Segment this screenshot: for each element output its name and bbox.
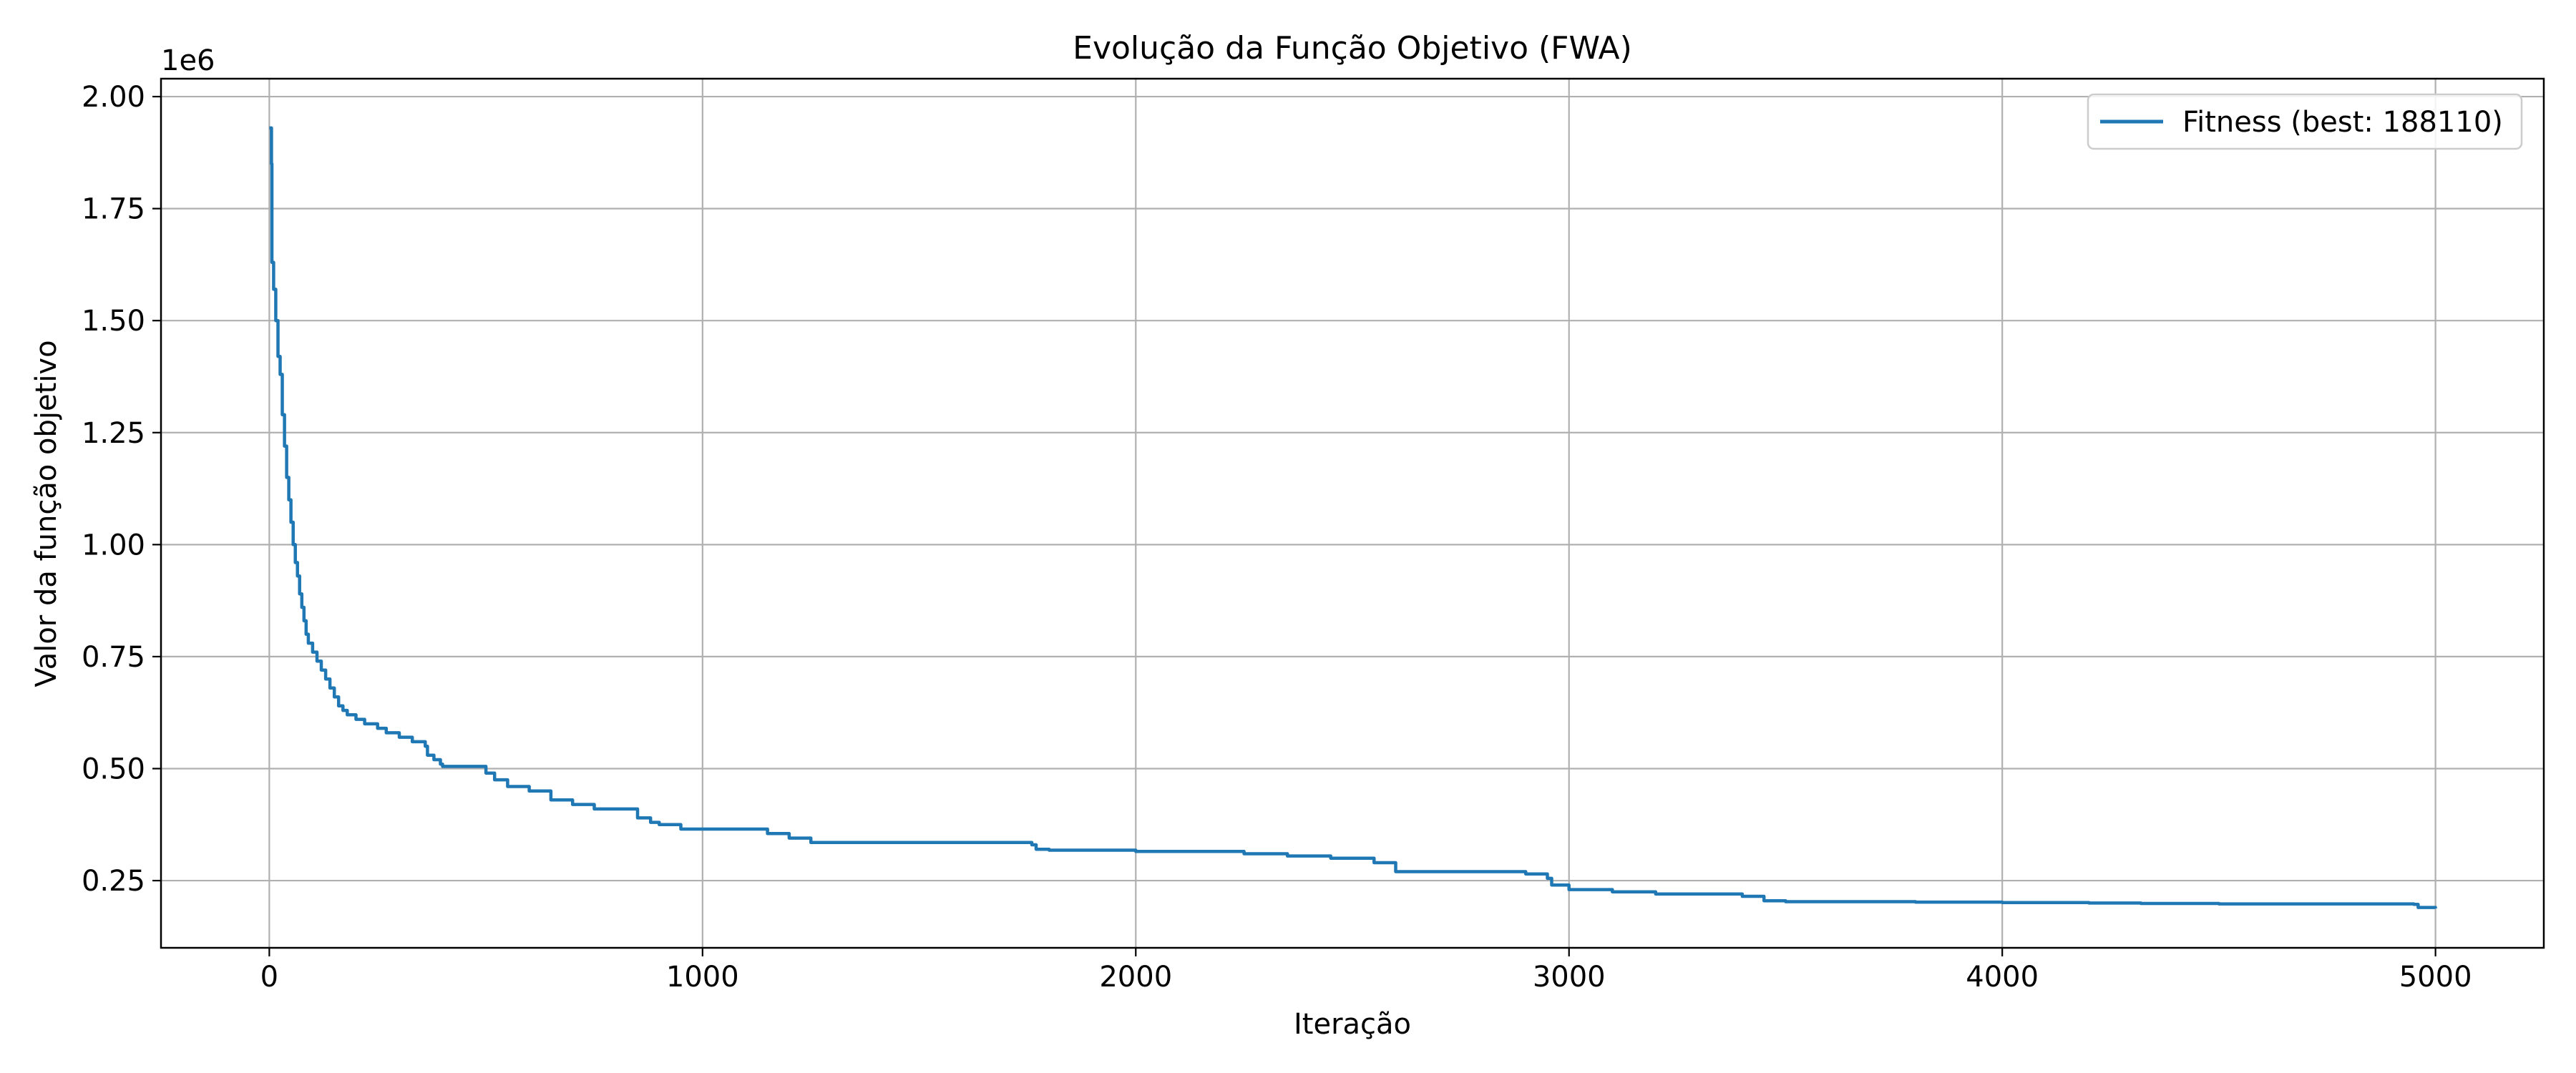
x-tick-label: 4000 bbox=[1966, 961, 2039, 994]
y-axis-label: Valor da função objetivo bbox=[30, 340, 63, 687]
x-tick-label: 2000 bbox=[1099, 961, 1172, 994]
y-tick-label: 0.25 bbox=[82, 865, 145, 898]
y-tick-label: 1.75 bbox=[82, 193, 145, 226]
y-tick-label: 0.50 bbox=[82, 753, 145, 785]
legend: Fitness (best: 188110) bbox=[2087, 93, 2523, 150]
y-tick-label: 1.25 bbox=[82, 417, 145, 450]
y-tick-label: 1.00 bbox=[82, 529, 145, 562]
legend-box bbox=[2087, 93, 2523, 150]
x-tick-label: 0 bbox=[260, 961, 278, 994]
x-tick-label: 1000 bbox=[666, 961, 739, 994]
legend-label: Fitness (best: 188110) bbox=[2182, 106, 2503, 139]
chart-title: Evolução da Função Objetivo (FWA) bbox=[1073, 30, 1632, 67]
series-line bbox=[269, 126, 2437, 909]
x-axis-label: Iteração bbox=[1294, 1008, 1411, 1041]
x-tick-label: 3000 bbox=[1533, 961, 1606, 994]
y-axis-ticks: 0.25 0.50 0.75 1.00 1.25 1.50 1.75 2.00 bbox=[82, 81, 161, 898]
x-tick-label: 5000 bbox=[2399, 961, 2472, 994]
plot-frame bbox=[160, 77, 2545, 949]
x-axis-ticks: 0 1000 2000 3000 4000 5000 bbox=[260, 948, 2472, 994]
y-tick-label: 1.50 bbox=[82, 305, 145, 338]
y-tick-label: 2.00 bbox=[82, 81, 145, 114]
y-tick-label: 0.75 bbox=[82, 641, 145, 674]
y-axis-offset-label: 1e6 bbox=[161, 44, 215, 77]
series-line-group bbox=[269, 126, 2437, 909]
